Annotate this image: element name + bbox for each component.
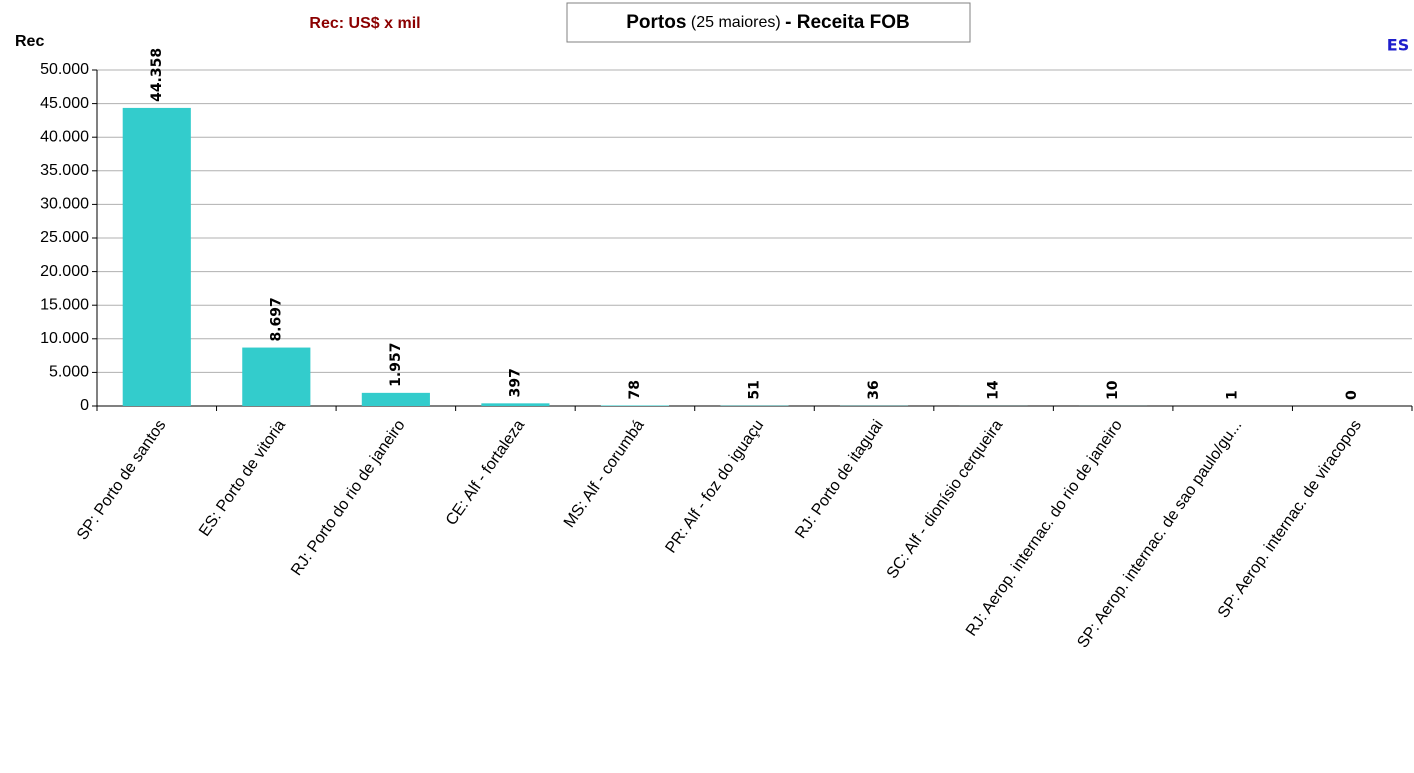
value-label: 397 [507, 368, 523, 397]
chart-title: Portos (25 maiores) - Receita FOB [626, 12, 910, 33]
y-tick-label: 15.000 [40, 296, 89, 313]
y-axis-label: Rec [15, 33, 44, 50]
x-tick-label: PR: Alf - foz do iguaçu [663, 417, 768, 556]
bar [242, 347, 311, 406]
bar [600, 405, 670, 406]
y-tick-label: 40.000 [40, 128, 89, 145]
title-part: (25 maiores) [691, 14, 781, 31]
value-label: 78 [627, 380, 643, 399]
value-label: 44.358 [149, 48, 165, 102]
y-tick-label: 30.000 [40, 196, 89, 213]
x-tick-label: RJ: Porto do rio de janeiro [288, 417, 409, 579]
value-label: 8.697 [268, 297, 284, 341]
y-tick-label: 5.000 [49, 364, 89, 381]
bar [481, 403, 550, 406]
annotation: ES [1387, 36, 1409, 55]
y-tick-label: 50.000 [40, 61, 89, 78]
value-label: 1 [1225, 390, 1241, 400]
title-part: - Receita FOB [785, 12, 910, 33]
value-label: 14 [986, 380, 1002, 400]
y-tick-label: 25.000 [40, 229, 89, 246]
bar [361, 392, 430, 406]
x-tick-label: SP: Porto de santos [74, 417, 170, 543]
y-tick-label: 35.000 [40, 162, 89, 179]
x-tick-label: RJ: Porto de itaguai [792, 417, 887, 542]
x-tick-label: CE: Alf - fortaleza [443, 417, 528, 529]
value-label: 51 [747, 380, 763, 399]
value-label: 36 [866, 380, 882, 399]
value-label: 1.957 [388, 343, 404, 387]
x-tick-label: ES: Porto de vitoria [196, 417, 289, 540]
subtitle: Rec: US$ x mil [309, 15, 420, 32]
title-box [566, 2, 971, 43]
bar [122, 107, 191, 406]
y-tick-label: 20.000 [40, 263, 89, 280]
value-label: 10 [1105, 380, 1121, 400]
value-label: 0 [1344, 390, 1360, 400]
x-tick-label: MS: Alf - corumbá [561, 417, 648, 531]
x-tick-label: SP: Aerop. internac. de viracopos [1215, 417, 1365, 621]
title-part: Portos [626, 12, 686, 33]
y-tick-label: 45.000 [40, 95, 89, 112]
y-tick-label: 10.000 [40, 330, 89, 347]
x-tick-label: SC: Alf - dionísio cerqueira [884, 417, 1007, 582]
y-tick-label: 0 [80, 397, 89, 414]
